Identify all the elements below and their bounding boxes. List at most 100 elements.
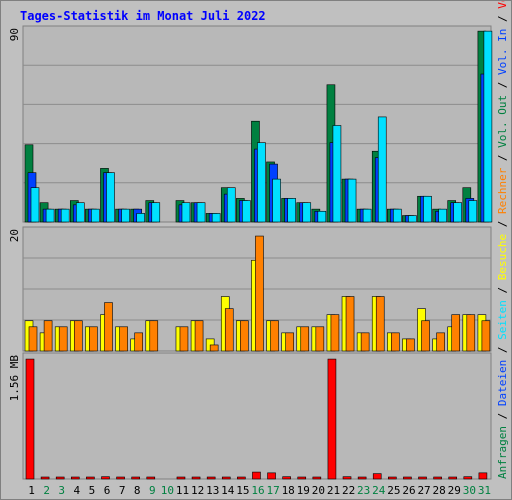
bar-volumen-day-23 [357,476,367,480]
bar-volumen-day-18 [282,476,291,480]
bar-volumen-day-21 [327,358,337,480]
x-tick-day-1: 1 [28,484,35,497]
bar-volumen-day-5 [86,476,95,480]
bar-volumen-day-15 [237,476,246,480]
bar-volumen-day-9 [146,476,156,480]
x-tick-day-7: 7 [119,484,126,497]
x-tick-day-3: 3 [58,484,65,497]
bar-seiten-day-13 [211,213,221,223]
x-tick-day-28: 28 [433,484,446,497]
x-tick-day-5: 5 [89,484,96,497]
bar-rechner-day-24 [375,296,385,352]
bar-seiten-day-14 [226,187,236,223]
x-tick-day-18: 18 [282,484,295,497]
x-tick-day-10: 10 [161,484,174,497]
bar-rechner-day-28 [436,332,445,352]
bar-seiten-day-29 [453,202,463,223]
bar-volumen-day-20 [312,476,322,480]
bar-volumen-day-29 [448,476,458,480]
x-tick-day-21: 21 [327,484,340,497]
x-tick-day-22: 22 [342,484,355,497]
y-max-label-visits: 20 [8,229,21,242]
bar-seiten-day-1 [30,187,40,223]
bar-rechner-day-31 [481,320,491,352]
bar-seiten-day-2 [45,208,55,223]
x-tick-day-9: 9 [149,484,156,497]
bar-seiten-day-7 [121,208,130,223]
bar-seiten-day-20 [317,210,327,223]
bar-seiten-day-30 [468,200,478,223]
bar-volumen-day-13 [206,476,216,480]
bar-rechner-day-2 [43,320,53,352]
bar-volumen-day-17 [267,472,276,480]
bar-rechner-day-4 [73,320,83,352]
x-tick-day-25: 25 [387,484,400,497]
bar-seiten-day-12 [196,202,206,223]
x-tick-day-13: 13 [206,484,219,497]
bar-volumen-day-4 [70,476,80,480]
bar-rechner-day-19 [300,326,310,352]
bar-rechner-day-16 [255,235,264,352]
bar-rechner-day-30 [466,314,476,352]
bar-rechner-day-7 [119,326,128,352]
bar-rechner-day-1 [28,326,38,352]
bar-volumen-day-27 [418,476,427,480]
bar-rechner-day-20 [315,326,325,352]
x-tick-day-20: 20 [312,484,325,497]
x-tick-day-8: 8 [134,484,141,497]
bar-rechner-day-27 [421,320,430,352]
bar-volumen-day-6 [101,476,110,480]
bar-seiten-day-9 [151,202,161,223]
bar-rechner-day-8 [134,332,143,352]
bar-rechner-day-22 [345,296,355,352]
bar-volumen-day-19 [297,476,307,480]
bar-rechner-day-29 [451,314,461,352]
bar-volumen-day-12 [191,476,201,480]
x-tick-day-15: 15 [236,484,249,497]
bar-volumen-day-7 [116,476,125,480]
bar-seiten-day-8 [136,213,145,223]
x-tick-day-24: 24 [372,484,386,497]
bar-seiten-day-5 [91,208,100,223]
y-max-label-volume: 1.56 MB [8,355,21,402]
bar-rechner-day-17 [270,320,279,352]
bar-rechner-day-11 [179,326,189,352]
x-tick-day-27: 27 [417,484,430,497]
bar-rechner-day-25 [391,332,400,352]
x-tick-day-17: 17 [266,484,279,497]
bar-volumen-day-31 [478,472,488,480]
y-axis-labels: 90 20 1.56 MB [8,28,21,401]
bar-seiten-day-18 [287,198,296,223]
x-tick-day-29: 29 [448,484,461,497]
bar-volumen-day-16 [252,471,261,480]
bar-seiten-day-19 [302,202,312,223]
bar-volumen-day-22 [342,476,352,480]
bar-seiten-day-26 [408,215,417,223]
bar-seiten-day-3 [60,208,70,223]
bar-rechner-day-6 [104,302,113,352]
bar-volumen-day-30 [463,476,473,480]
bar-volumen-day-25 [388,476,397,480]
right-series-labels: Anfragen / Dateien / Seiten / Besuche / … [496,1,509,479]
x-tick-day-12: 12 [191,484,204,497]
x-tick-day-26: 26 [402,484,415,497]
x-tick-labels: 1 2 3 4 5 6 7 8 9 10 11 12 13 14 15 16 17 18 19 20 21 22 23 24 2… [28,484,491,497]
x-tick-day-16: 16 [251,484,264,497]
x-tick-day-31: 31 [478,484,491,497]
bar-seiten-day-15 [242,200,251,223]
bar-rechner-day-9 [149,320,159,352]
x-tick-day-2: 2 [43,484,50,497]
bar-rechner-day-5 [89,326,98,352]
bar-volumen-day-2 [40,476,50,480]
bar-volumen-day-24 [372,473,382,480]
bar-seiten-day-4 [75,202,85,223]
bar-seiten-day-17 [272,178,281,223]
bar-seiten-day-31 [483,30,493,223]
series-labels: Anfragen / Dateien / Seiten / Besuche / … [496,1,509,479]
bar-rechner-day-13 [209,344,219,352]
bar-rechner-day-15 [240,320,249,352]
bar-volumen-day-11 [176,476,186,480]
x-tick-day-19: 19 [297,484,310,497]
